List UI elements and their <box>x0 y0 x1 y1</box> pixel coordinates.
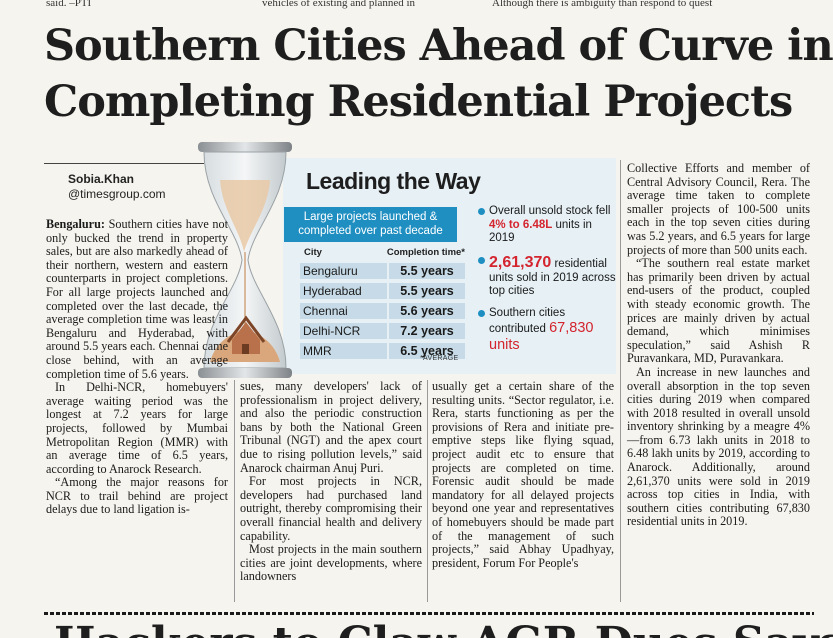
bullet-icon <box>478 256 485 264</box>
fact-southern-contribution: Southern cities contributed 67,830 units <box>476 307 616 354</box>
article-column-1: Bengaluru: Southern cities have not only… <box>46 217 228 517</box>
table-header: City Completion time* <box>300 247 465 261</box>
previous-article-strip: said. –PTI vehicles of existing and plan… <box>0 0 833 16</box>
table-row: Hyderabad 5.5 years <box>300 281 465 301</box>
bullet-icon <box>478 309 485 317</box>
table-cell-time: 7.2 years <box>389 323 465 339</box>
column-header-completion-time: Completion time* <box>386 247 465 258</box>
article-column-2: sues, many developers' lack of professio… <box>240 379 422 584</box>
completion-time-table: City Completion time* Bengaluru 5.5 year… <box>300 247 465 362</box>
fact-highlight: 2,61,370 <box>489 253 552 271</box>
dateline: Bengaluru: <box>46 217 105 231</box>
table-row: Bengaluru 5.5 years <box>300 261 465 281</box>
headline: Southern Cities Ahead of Curve in Comple… <box>44 18 833 130</box>
table-cell-city: Bengaluru <box>300 263 387 279</box>
previous-article-fragment-right: Although there is ambiguity than respond… <box>492 0 713 9</box>
byline-email: @timesgroup.com <box>68 187 166 201</box>
previous-article-fragment-left: said. –PTI <box>46 0 92 9</box>
column-divider <box>234 380 235 602</box>
article-paragraph: “The southern real estate market has pri… <box>627 256 810 366</box>
headline-line-2: Completing Residential Projects <box>44 77 793 127</box>
table-row: MMR 6.5 years <box>300 341 465 361</box>
next-article-headline: Hackers to Claw AGR Dues Says <box>54 620 833 638</box>
bullet-icon <box>478 208 485 215</box>
fact-highlight: 4% to 6.48L <box>489 218 553 231</box>
infographic-subtitle: Large projects launched & completed over… <box>284 207 457 242</box>
column-divider <box>427 380 428 602</box>
article-paragraph: sues, many developers' lack of professio… <box>240 379 422 475</box>
table-cell-city: MMR <box>300 343 387 359</box>
byline-rule <box>44 163 204 164</box>
column-divider <box>620 160 621 602</box>
table-cell-time: 5.5 years <box>389 283 465 299</box>
table-row: Chennai 5.6 years <box>300 301 465 321</box>
table-cell-city: Delhi-NCR <box>300 323 387 339</box>
headline-line-1: Southern Cities Ahead of Curve in <box>44 21 833 71</box>
hourglass-house-illustration <box>198 142 292 378</box>
column-header-city: City <box>304 247 322 258</box>
byline-name: Sobia.Khan <box>68 172 135 186</box>
article-column-3: usually get a certain share of the resul… <box>432 379 614 570</box>
fact-units-sold: 2,61,370 residential units sold in 2019 … <box>476 254 616 299</box>
table-cell-city: Chennai <box>300 303 387 319</box>
table-cell-time: 5.6 years <box>389 303 465 319</box>
article-paragraph: “Among the major reasons for NCR to trai… <box>46 475 228 517</box>
article-paragraph: For most projects in NCR, developers had… <box>240 474 422 543</box>
article-paragraph: Collective Efforts and member of Central… <box>627 161 810 257</box>
table-footnote: *AVERAGE <box>420 355 459 362</box>
table-cell-time: 6.5 years <box>389 343 465 359</box>
section-divider <box>44 612 814 615</box>
previous-article-fragment-mid: vehicles of existing and planned in <box>262 0 416 9</box>
article-column-4: Collective Efforts and member of Central… <box>627 161 810 529</box>
fact-highlight: 67,830 units <box>489 320 594 353</box>
key-facts: Overall unsold stock fell 4% to 6.48L un… <box>476 205 616 361</box>
article-paragraph: usually get a certain share of the resul… <box>432 379 614 570</box>
byline: Sobia.Khan @timesgroup.com <box>68 172 166 202</box>
article-paragraph: Most projects in the main southern citie… <box>240 542 422 584</box>
infographic-title: Leading the Way <box>306 168 481 194</box>
article-paragraph: In Delhi-NCR, homebuyers' average waitin… <box>46 380 228 476</box>
table-row: Delhi-NCR 7.2 years <box>300 321 465 341</box>
fact-unsold-stock: Overall unsold stock fell 4% to 6.48L un… <box>476 205 616 246</box>
article-paragraph: An increase in new launches and overall … <box>627 364 810 529</box>
table-cell-time: 5.5 years <box>389 263 465 279</box>
article-paragraph: Bengaluru: Southern cities have not only… <box>46 217 228 381</box>
table-cell-city: Hyderabad <box>300 283 387 299</box>
